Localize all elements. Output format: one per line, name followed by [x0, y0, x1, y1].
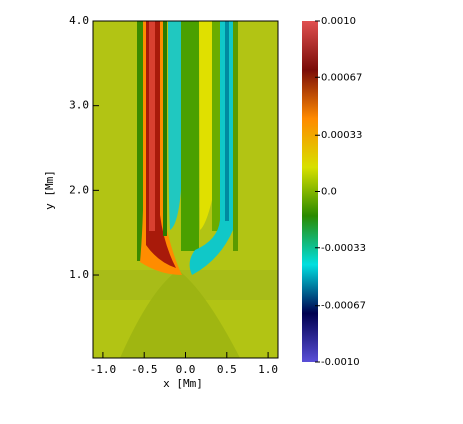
field-stripe [233, 21, 238, 251]
y-axis-label: y [Mm] [43, 170, 56, 210]
field-stripe [199, 21, 212, 230]
y-tick-label: 2.0 [69, 183, 89, 196]
field-wedge [120, 270, 240, 358]
field-stripe [168, 21, 181, 230]
colorbar-tick-label: -0.00033 [321, 243, 366, 254]
field-stripe [225, 21, 229, 221]
x-tick-label: 0.5 [217, 363, 237, 376]
colorbar-tick-label: 0.00067 [321, 72, 362, 83]
colorbar [302, 21, 318, 362]
x-axis-label: x [Mm] [163, 377, 203, 390]
field-stripe [189, 21, 233, 275]
field [93, 21, 278, 358]
field-stripe [163, 21, 167, 236]
y-tick-label: 4.0 [69, 14, 89, 27]
field-stripe [137, 21, 145, 261]
x-tick-label: -0.5 [131, 363, 158, 376]
y-tick-label: 3.0 [69, 99, 89, 112]
x-tick-label: 1.0 [258, 363, 278, 376]
field-stripe [181, 21, 199, 251]
x-tick-label: -1.0 [90, 363, 117, 376]
colorbar-tick-label: 0.0 [321, 187, 337, 198]
colorbar-tick-label: 0.00033 [321, 130, 362, 141]
colorbar-tick-label: -0.0010 [321, 357, 360, 368]
colorbar-tick-label: 0.0010 [321, 16, 356, 27]
field-stripe [149, 21, 155, 231]
colorbar-tick-label: -0.00067 [321, 301, 366, 312]
x-tick-label: 0.0 [176, 363, 196, 376]
y-tick-label: 1.0 [69, 268, 89, 281]
field-stripe [212, 21, 220, 231]
colorbar-ticks: 0.0010 0.00067 0.00033 0.0 -0.00033 -0.00067 -… [315, 16, 366, 368]
